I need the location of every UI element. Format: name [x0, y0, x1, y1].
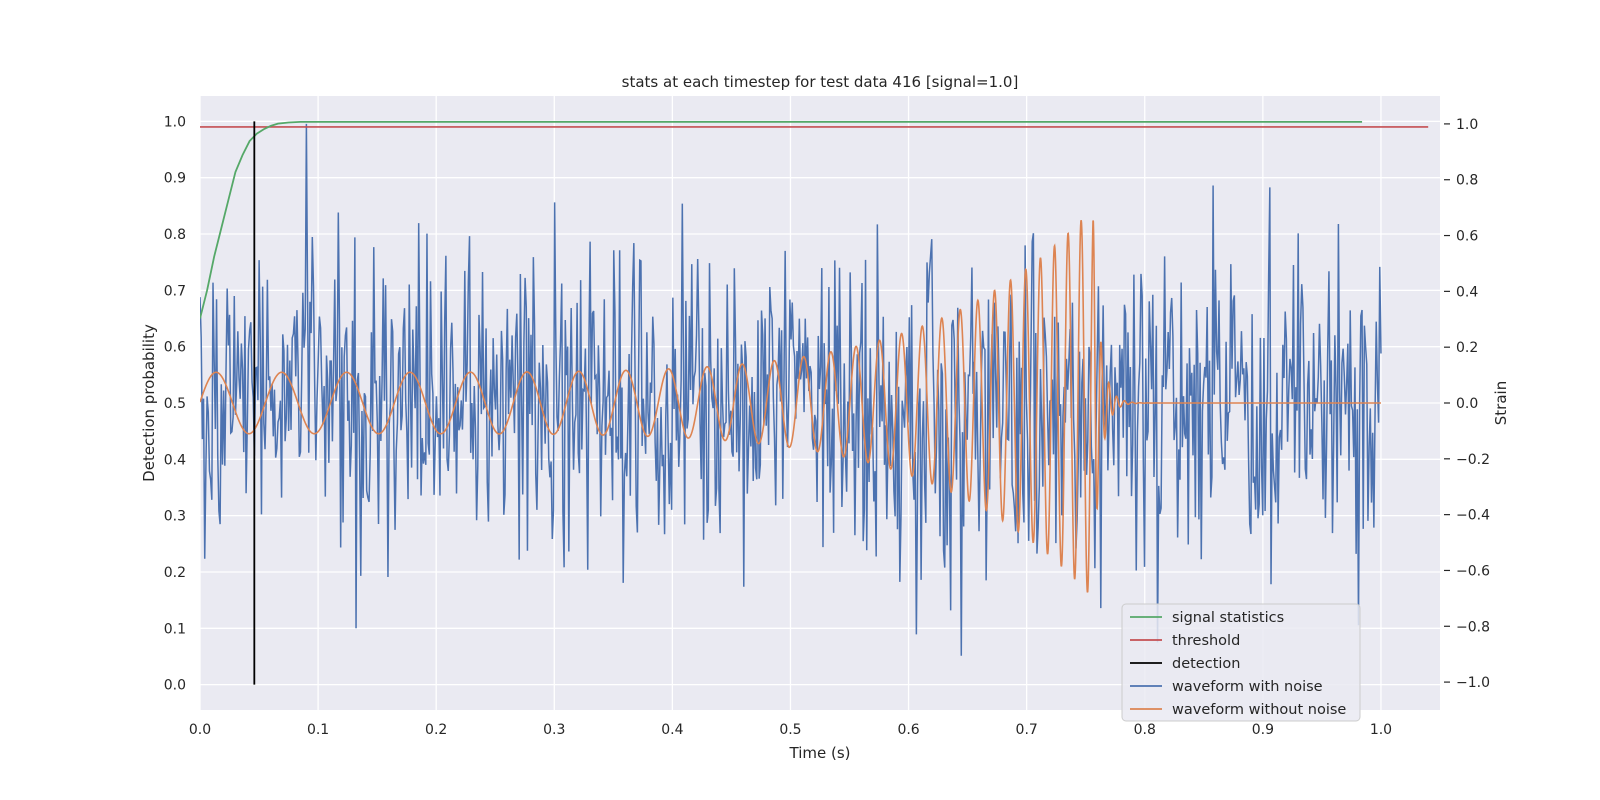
x-tick-label: 0.8 — [1134, 722, 1156, 738]
y-tick-label: 0.2 — [164, 565, 186, 581]
y-tick-label: 0.6 — [164, 340, 186, 356]
y-tick-label: 0.9 — [164, 171, 186, 187]
y-tick-label: 0.5 — [164, 396, 186, 412]
x-tick-label: 0.5 — [779, 722, 801, 738]
y2-tick-label: 0.4 — [1456, 284, 1478, 300]
y-tick-label: 0.0 — [164, 678, 186, 694]
tick-layer: 0.0 0.1 0.2 0.3 0.4 0.5 0.6 0.7 0.8 0.9 1.0 0.0 0.1 0… — [164, 114, 1490, 738]
legend-label-signal: signal statistics — [1172, 610, 1284, 626]
series-waveform-with-noise — [200, 123, 1382, 656]
series-layer — [200, 121, 1429, 685]
legend-label-threshold: threshold — [1172, 633, 1240, 649]
x-tick-label: 1.0 — [1370, 722, 1392, 738]
y2-tick-label: 0.8 — [1456, 173, 1478, 189]
y-tick-label: 0.1 — [164, 621, 186, 637]
y-tick-label: 0.7 — [164, 283, 186, 299]
x-tick-label: 0.1 — [307, 722, 329, 738]
y2-tick-label: −0.6 — [1456, 563, 1490, 579]
legend: signal statistics threshold detection wa… — [1121, 603, 1361, 722]
x-tick-label: 0.3 — [543, 722, 565, 738]
y2-tick-label: −1.0 — [1456, 675, 1490, 691]
x-tick-label: 0.6 — [897, 722, 919, 738]
x-tick-label: 0.4 — [661, 722, 683, 738]
x-tick-label: 0.2 — [425, 722, 447, 738]
y-tick-label: 1.0 — [164, 114, 186, 130]
y2-tick-label: −0.8 — [1456, 619, 1490, 635]
x-tick-label: 0.0 — [189, 722, 211, 738]
legend-box — [1121, 603, 1361, 722]
x-axis-label: Time (s) — [789, 744, 851, 762]
chart-title: stats at each timestep for test data 416… — [622, 73, 1019, 91]
legend-label-clean: waveform without noise — [1172, 702, 1346, 718]
legend-label-noisy: waveform with noise — [1172, 679, 1323, 695]
x-tick-label: 0.9 — [1252, 722, 1274, 738]
legend-label-detection: detection — [1172, 656, 1240, 672]
series-signal-statistics — [200, 121, 1363, 319]
y-tick-label: 0.8 — [164, 227, 186, 243]
x-tick-label: 0.7 — [1016, 722, 1038, 738]
y-tick-label: 0.4 — [164, 452, 186, 468]
y2-tick-label: 0.2 — [1456, 340, 1478, 356]
series-waveform-without-noise — [200, 220, 1381, 593]
y2-axis-label: Strain — [1492, 381, 1510, 425]
y-tick-label: 0.3 — [164, 509, 186, 525]
y2-tick-label: 1.0 — [1456, 117, 1478, 133]
y2-tick-label: −0.4 — [1456, 508, 1490, 524]
y2-tick-label: −0.2 — [1456, 452, 1490, 468]
y2-tick-label: 0.6 — [1456, 229, 1478, 245]
y2-tick-label: 0.0 — [1456, 396, 1478, 412]
y-axis-label: Detection probability — [140, 324, 158, 482]
